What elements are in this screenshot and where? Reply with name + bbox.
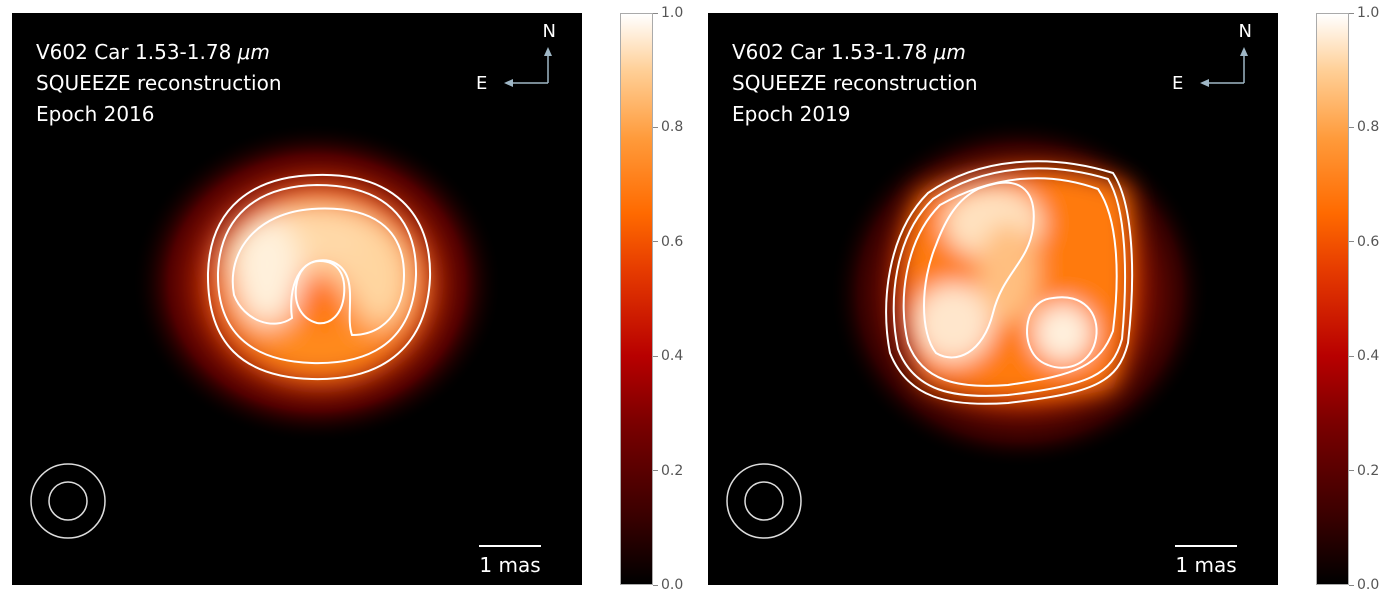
target-label: V602 Car 1.53-1.78 bbox=[36, 40, 238, 64]
east-label: E bbox=[476, 73, 488, 94]
reconstruction-image-2016 bbox=[132, 123, 502, 443]
scale-bar: 1 mas bbox=[1174, 545, 1238, 577]
unit-label: μm bbox=[933, 40, 966, 64]
tick-0: 0.0 bbox=[1349, 577, 1379, 593]
colorbar-ticks-2016: 0.0 0.2 0.4 0.6 0.8 1.0 bbox=[653, 5, 693, 593]
tick-2: 0.4 bbox=[653, 348, 683, 364]
colorbar-2019 bbox=[1316, 13, 1349, 585]
beam-circles-icon bbox=[726, 463, 802, 539]
image-panel-2016: V602 Car 1.53-1.78 μm SQUEEZE reconstruc… bbox=[12, 13, 582, 585]
scale-bar-line bbox=[1175, 545, 1237, 547]
tick-0: 0.0 bbox=[653, 577, 683, 593]
compass-rose: N E bbox=[1164, 21, 1254, 101]
method-label: SQUEEZE reconstruction bbox=[36, 71, 282, 95]
tick-4: 0.8 bbox=[1349, 119, 1379, 135]
contours-2016 bbox=[206, 173, 432, 381]
tick-5: 1.0 bbox=[653, 5, 683, 21]
tick-3: 0.6 bbox=[653, 234, 683, 250]
panel-caption: V602 Car 1.53-1.78 μm SQUEEZE reconstruc… bbox=[732, 37, 978, 130]
tick-3: 0.6 bbox=[1349, 234, 1379, 250]
tick-2: 0.4 bbox=[1349, 348, 1379, 364]
tick-1: 0.2 bbox=[1349, 463, 1379, 479]
reconstruction-image-2019 bbox=[830, 118, 1210, 468]
epoch-label: Epoch 2019 bbox=[732, 102, 851, 126]
image-panel-2019: V602 Car 1.53-1.78 μm SQUEEZE reconstruc… bbox=[708, 13, 1278, 585]
target-line: V602 Car 1.53-1.78 μm bbox=[732, 37, 978, 68]
target-line: V602 Car 1.53-1.78 μm bbox=[36, 37, 282, 68]
scale-bar: 1 mas bbox=[478, 545, 542, 577]
east-label: E bbox=[1172, 73, 1184, 94]
target-label: V602 Car 1.53-1.78 bbox=[732, 40, 934, 64]
beam-indicator bbox=[724, 461, 804, 545]
beam-circles-icon bbox=[30, 463, 106, 539]
colorbar-ticks-2019: 0.0 0.2 0.4 0.6 0.8 1.0 bbox=[1349, 5, 1389, 593]
unit-label: μm bbox=[237, 40, 270, 64]
tick-1: 0.2 bbox=[653, 463, 683, 479]
method-label: SQUEEZE reconstruction bbox=[732, 71, 978, 95]
scale-bar-line bbox=[479, 545, 541, 547]
compass-rose: N E bbox=[468, 21, 558, 101]
epoch-label: Epoch 2016 bbox=[36, 102, 155, 126]
compass-arrows-icon bbox=[504, 47, 552, 87]
north-label: N bbox=[1238, 21, 1252, 42]
contours-2019 bbox=[885, 160, 1134, 405]
tick-4: 0.8 bbox=[653, 119, 683, 135]
north-label: N bbox=[542, 21, 556, 42]
panel-caption: V602 Car 1.53-1.78 μm SQUEEZE reconstruc… bbox=[36, 37, 282, 130]
scale-bar-label: 1 mas bbox=[1175, 553, 1237, 577]
colorbar-2016 bbox=[620, 13, 653, 585]
scale-bar-label: 1 mas bbox=[479, 553, 541, 577]
compass-arrows-icon bbox=[1200, 47, 1248, 87]
beam-indicator bbox=[28, 461, 108, 545]
tick-5: 1.0 bbox=[1349, 5, 1379, 21]
